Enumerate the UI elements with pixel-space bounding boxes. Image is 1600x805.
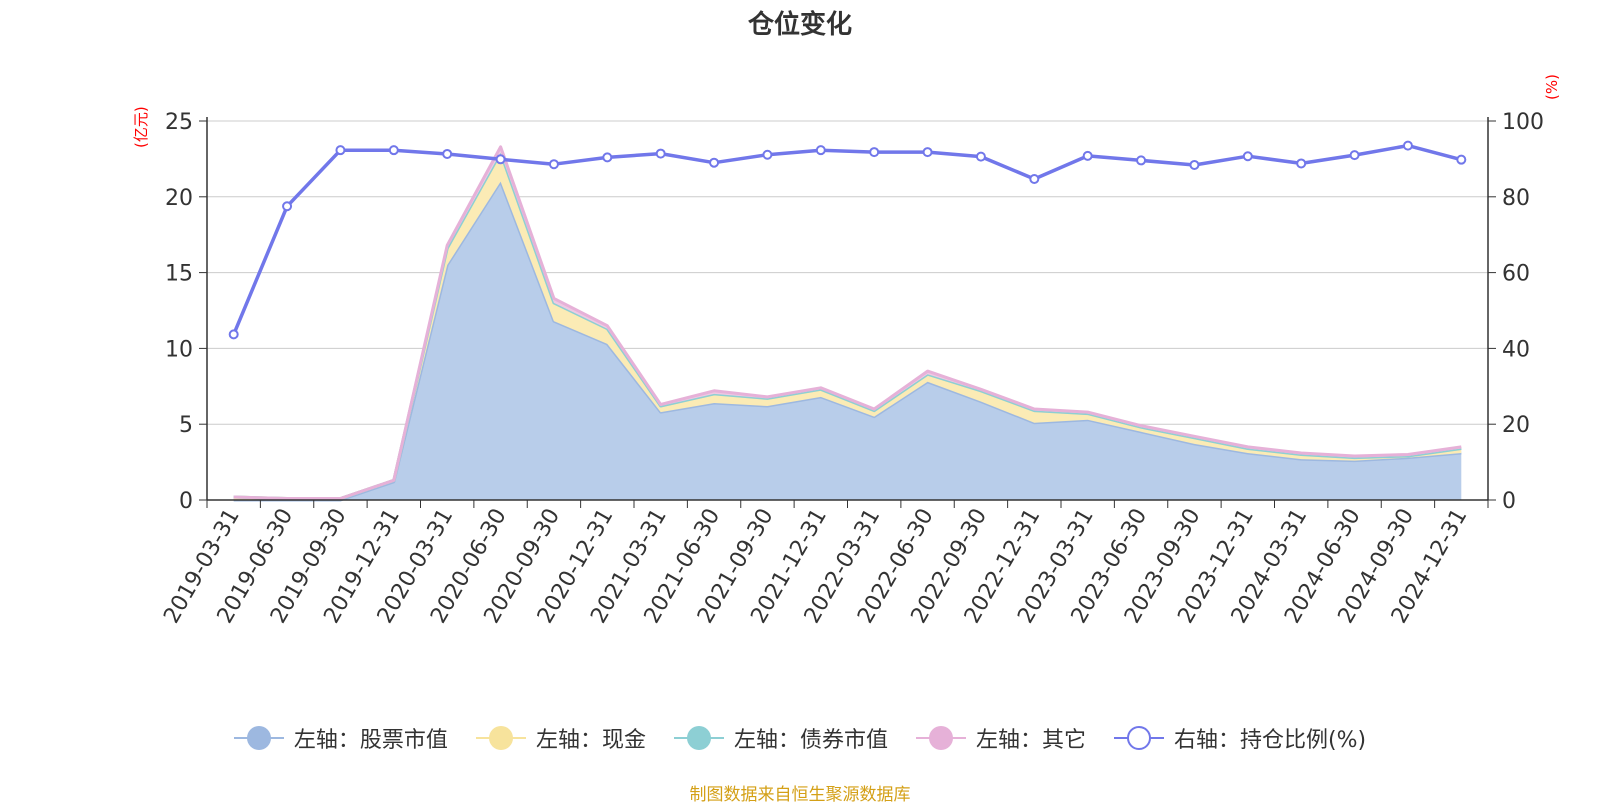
ratio-point — [1402, 140, 1413, 151]
legend-swatch-dot — [246, 726, 271, 750]
ratio-point — [709, 157, 720, 168]
legend-label: 左轴：股票市值 — [293, 728, 448, 753]
ratio-point — [442, 148, 453, 159]
ratio-point — [282, 201, 293, 212]
ratio-point — [548, 159, 559, 170]
ratio-point — [922, 147, 933, 158]
ratio-point — [1242, 151, 1253, 162]
right-axis-tick-label: 100 — [1502, 110, 1544, 135]
ratio-point — [335, 145, 346, 156]
legend-item[interactable]: 左轴：其它 — [915, 722, 1086, 754]
left-axis-tick-label: 20 — [165, 186, 193, 211]
legend-swatch — [915, 726, 966, 750]
ratio-point — [815, 145, 826, 156]
legend-item[interactable]: 左轴：股票市值 — [233, 722, 448, 754]
legend-swatch — [233, 726, 284, 750]
ratio-point — [1349, 150, 1360, 161]
legend-item[interactable]: 右轴：持仓比例(%) — [1113, 722, 1367, 754]
legend-swatch — [673, 726, 724, 750]
left-axis-tick-label: 0 — [179, 489, 193, 514]
ratio-point — [602, 152, 613, 163]
ratio-point — [1082, 150, 1093, 161]
legend-label: 左轴：其它 — [975, 728, 1086, 753]
ratio-point — [1456, 154, 1467, 165]
ratio-point — [762, 149, 773, 160]
legend-swatch — [475, 726, 526, 750]
ratio-point — [228, 329, 239, 340]
ratio-point — [655, 148, 666, 159]
right-axis-tick-label: 80 — [1502, 186, 1530, 211]
legend-item[interactable]: 左轴：现金 — [475, 722, 646, 754]
right-axis-tick-label: 40 — [1502, 337, 1530, 362]
left-axis-tick-label: 15 — [165, 262, 193, 287]
left-axis-tick-label: 25 — [165, 110, 193, 135]
chart-title: 仓位变化 — [747, 10, 852, 40]
ratio-point — [1136, 155, 1147, 166]
ratio-point — [975, 151, 986, 162]
ratio-line — [232, 143, 1462, 336]
area-fill — [233, 181, 1462, 500]
legend-swatch-dot — [488, 726, 513, 750]
ratio-point — [1029, 173, 1040, 184]
source-note: 制图数据来自恒生聚源数据库 — [689, 785, 911, 805]
area-line — [233, 145, 1462, 500]
legend-swatch — [1113, 726, 1164, 750]
ratio-point — [869, 147, 880, 158]
ratio-point — [1296, 158, 1307, 169]
ratio-point — [495, 154, 506, 165]
legend-item[interactable]: 左轴：债券市值 — [673, 722, 888, 754]
chart-legend[interactable]: 左轴：股票市值 左轴：现金 左轴：债券市值 左轴：其它 右轴：持仓比例(%) — [0, 722, 1600, 754]
legend-swatch-dot — [686, 726, 711, 750]
legend-swatch-dot — [1126, 726, 1151, 750]
right-axis-tick-label: 20 — [1502, 413, 1530, 438]
right-axis-tick-label: 0 — [1502, 489, 1516, 514]
left-axis-tick-label: 10 — [165, 337, 193, 362]
left-axis-tick-label: 5 — [179, 413, 193, 438]
legend-swatch-dot — [928, 726, 953, 750]
legend-label: 左轴：债券市值 — [733, 728, 888, 753]
legend-label: 左轴：现金 — [535, 728, 646, 753]
legend-label: 右轴：持仓比例(%) — [1173, 728, 1367, 753]
ratio-point — [388, 145, 399, 156]
ratio-point — [1189, 159, 1200, 170]
right-axis-tick-label: 60 — [1502, 262, 1530, 287]
